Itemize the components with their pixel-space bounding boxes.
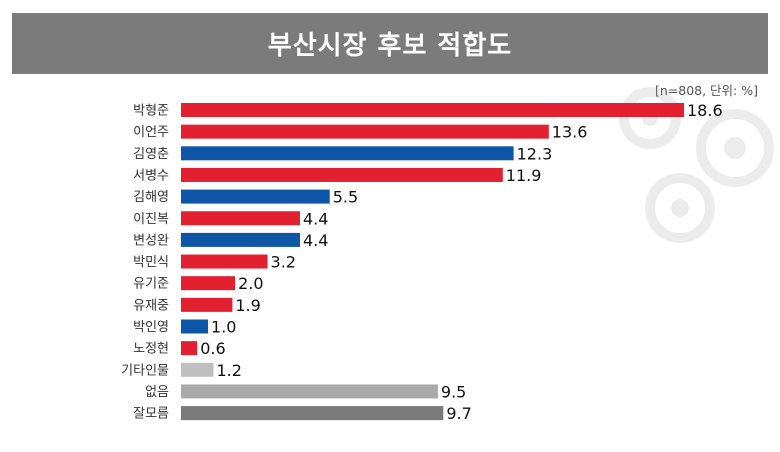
- value-label: 3.2: [271, 253, 296, 272]
- value-label: 5.5: [333, 188, 358, 207]
- value-label: 11.9: [506, 166, 542, 185]
- bar: [181, 341, 198, 356]
- category-label: 변성완: [133, 233, 169, 248]
- value-label: 0.6: [200, 339, 225, 358]
- value-label: 9.7: [446, 404, 471, 423]
- bar: [181, 362, 214, 377]
- category-label: 유재중: [133, 298, 169, 313]
- bar: [181, 297, 233, 312]
- value-label: 12.3: [517, 144, 553, 163]
- value-label: 4.4: [303, 231, 328, 250]
- category-label: 노정현: [133, 342, 169, 357]
- category-label: 박형준: [133, 104, 169, 119]
- bar: [181, 232, 300, 247]
- bar: [181, 167, 503, 182]
- category-label: 서병수: [133, 168, 169, 183]
- category-label: 김해영: [133, 190, 169, 205]
- value-label: 9.5: [441, 382, 466, 401]
- bar: [181, 189, 330, 204]
- bar: [181, 254, 268, 269]
- value-label: 2.0: [238, 274, 263, 293]
- category-label: 박인영: [133, 320, 169, 335]
- chart-title: 부산시장 후보 적합도: [12, 13, 768, 74]
- bar: [181, 146, 514, 161]
- category-label: 기타인물: [121, 363, 169, 378]
- value-label: 1.0: [211, 318, 236, 337]
- value-label: 1.9: [235, 296, 260, 315]
- category-label: 이진복: [133, 212, 169, 227]
- value-label: 13.6: [552, 123, 588, 142]
- bar: [181, 406, 444, 421]
- category-label: 없음: [145, 385, 169, 400]
- bar: [181, 124, 549, 139]
- bar: [181, 211, 300, 226]
- category-label: 박민식: [133, 255, 169, 270]
- bar: [181, 384, 438, 399]
- category-label: 이언주: [133, 125, 169, 140]
- category-label: 김영춘: [133, 147, 169, 162]
- bar: [181, 276, 236, 291]
- value-label: 1.2: [216, 361, 241, 380]
- bar: [181, 319, 209, 334]
- category-label: 잘모름: [133, 407, 169, 422]
- bar: [181, 103, 684, 117]
- value-label: 18.6: [687, 101, 723, 120]
- category-label: 유기준: [133, 277, 169, 292]
- value-label: 4.4: [303, 209, 328, 228]
- sample-note: [n=808, 단위: %]: [654, 83, 758, 98]
